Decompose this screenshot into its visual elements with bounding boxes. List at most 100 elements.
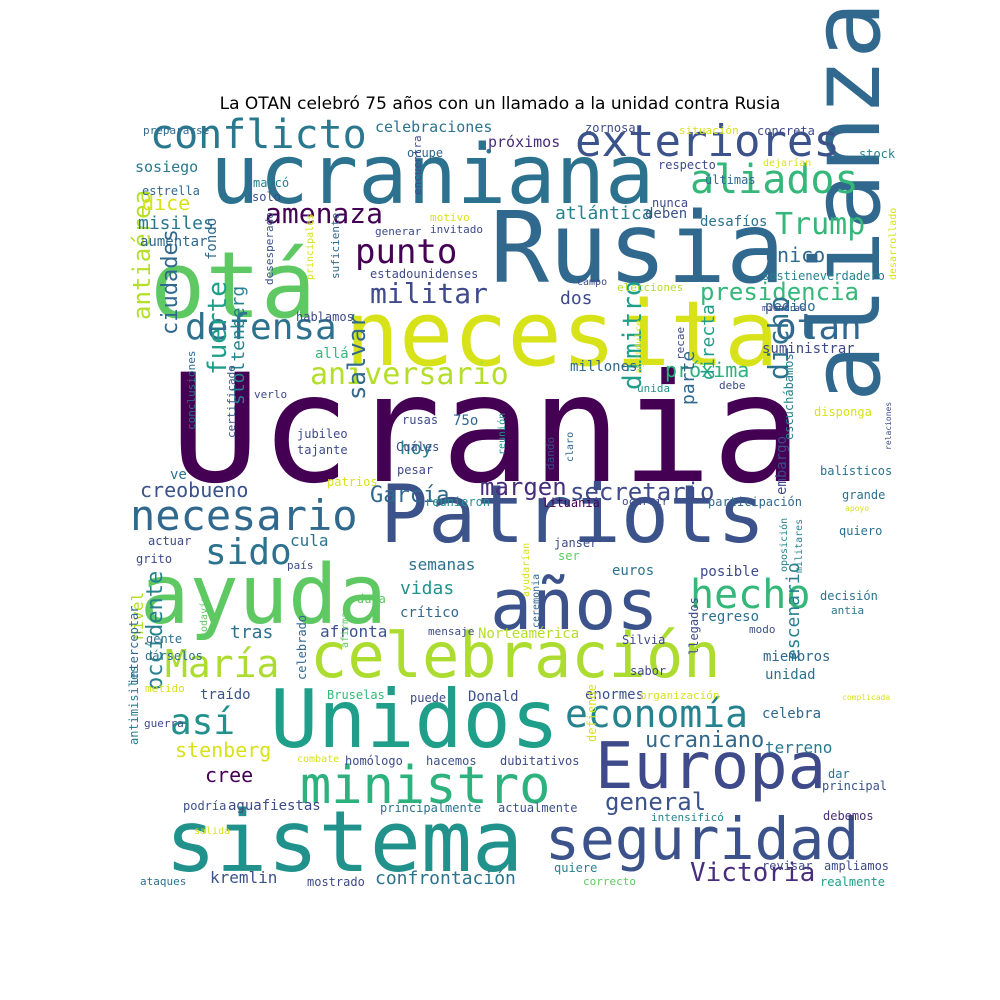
word-sido: sido bbox=[205, 532, 292, 573]
word-situación: situación bbox=[679, 124, 739, 137]
word-ser: ser bbox=[558, 549, 580, 563]
word-ampliamos: ampliamos bbox=[824, 859, 890, 873]
word-rusia: Rusia bbox=[490, 192, 786, 306]
word-unidad: unidad bbox=[765, 667, 816, 683]
word-lituania: lituania bbox=[542, 496, 600, 510]
word-hablamos: hablamos bbox=[296, 310, 354, 324]
word-margen: margen bbox=[480, 473, 567, 501]
word-gente: gente bbox=[146, 632, 183, 646]
word-solo: solo bbox=[252, 190, 281, 204]
word-duda: duda bbox=[357, 592, 386, 606]
word-defensa: defensa bbox=[185, 307, 337, 348]
word-actualmente: actualmente bbox=[498, 801, 578, 815]
word-actuar: actuar bbox=[148, 534, 192, 548]
word-ocurrir: ocurrir bbox=[622, 495, 669, 508]
word-kremlin: kremlin bbox=[210, 868, 278, 887]
word-mensaje: mensaje bbox=[428, 625, 475, 638]
word-respecto: respecto bbox=[658, 158, 716, 172]
word-ministro: ministro bbox=[300, 756, 551, 816]
word-celebraciones: celebraciones bbox=[375, 118, 493, 136]
word-encuentra: encuentra bbox=[411, 135, 424, 195]
word-terreno: terreno bbox=[765, 738, 833, 757]
word-agridulce: agridulce bbox=[634, 319, 645, 374]
word-afirma: afirma bbox=[340, 611, 351, 648]
word-general: general bbox=[605, 788, 707, 816]
word-participación: participación bbox=[708, 495, 802, 509]
word-verlo: verlo bbox=[254, 388, 288, 401]
word-prepararse: prepararse bbox=[143, 124, 210, 137]
word-patrios: patrios bbox=[327, 475, 378, 489]
word-sostieneverdadero: sostieneverdadero bbox=[762, 269, 885, 283]
word-desarrollado: desarrollado bbox=[888, 207, 899, 280]
word-dejarían: dejarían bbox=[763, 158, 812, 169]
word-unida: unida bbox=[637, 382, 671, 395]
word-punto: punto bbox=[355, 232, 458, 272]
word-debemos: debemos bbox=[823, 809, 874, 823]
word-recae: recae bbox=[674, 326, 687, 360]
chart-title: La OTAN celebró 75 años con un llamado a… bbox=[219, 94, 781, 114]
word-mientras: mientras bbox=[762, 304, 806, 314]
word-podría: podría bbox=[183, 799, 227, 813]
word-pesar: pesar bbox=[397, 463, 434, 477]
word-rusas: rusas bbox=[402, 413, 439, 427]
word-conclusiones: conclusiones bbox=[185, 350, 198, 430]
word-maría: María bbox=[165, 642, 280, 686]
word-unidos: Unidos bbox=[270, 673, 559, 766]
word-misiles: misiles bbox=[138, 213, 214, 234]
word-traído: traído bbox=[200, 687, 251, 703]
word-ayuda: ayuda bbox=[140, 548, 387, 643]
word-escenario: escenario bbox=[783, 562, 804, 660]
word-revisar: revisar bbox=[762, 859, 813, 873]
word-miembros: miembros bbox=[763, 649, 831, 665]
word-pedido: pedido bbox=[765, 299, 816, 315]
word-últimas: últimas bbox=[705, 173, 756, 187]
word-celebra: celebra bbox=[762, 706, 822, 722]
word-dando: dando bbox=[544, 436, 557, 470]
word-dar: dar bbox=[828, 767, 850, 781]
word-vidas: vidas bbox=[400, 578, 455, 599]
word-homólogo: homólogo bbox=[345, 754, 403, 768]
word-suministrar: suministrar bbox=[762, 341, 855, 357]
word-principal: principal bbox=[822, 779, 888, 793]
word-tajante: tajante bbox=[297, 443, 348, 457]
word-quiere: quiere bbox=[554, 861, 598, 875]
word-cuáles: Cuáles bbox=[396, 440, 440, 454]
word-creobueno: creobueno bbox=[140, 478, 249, 502]
word-necesario: necesario bbox=[130, 491, 358, 540]
word-bruselas: Bruselas bbox=[327, 688, 385, 702]
word-disponga: disponga bbox=[814, 405, 872, 419]
word-zornosa: zornosa bbox=[585, 121, 636, 135]
word-hacemos: hacemos bbox=[426, 754, 477, 768]
word-ve: ve bbox=[170, 467, 187, 483]
word-aniversario: aniversario bbox=[310, 357, 509, 392]
word-jubileo: jubileo bbox=[297, 427, 348, 441]
word-confrontación: confrontación bbox=[375, 868, 516, 889]
word-próximos: próximos bbox=[488, 133, 561, 151]
word-sistema: sistema bbox=[165, 793, 524, 892]
word-antia: antia bbox=[831, 604, 865, 617]
word-combate: combate bbox=[297, 754, 340, 765]
word-otá: otá bbox=[150, 232, 317, 339]
word-próxima: próxima bbox=[665, 358, 750, 382]
word-ucraniano: ucraniano bbox=[645, 728, 765, 753]
word-amenaza: amenaza bbox=[265, 197, 384, 230]
word-mostrado: mostrado bbox=[307, 875, 365, 889]
word-ucrania: Ucrania bbox=[170, 343, 803, 517]
word-estadounidenses: estadounidenses bbox=[370, 267, 479, 281]
word-claro: claro bbox=[565, 431, 576, 462]
word-oposición: oposición bbox=[779, 517, 790, 572]
word-balísticos: balísticos bbox=[820, 464, 893, 478]
word-ayudarían: ayudarían bbox=[521, 542, 532, 597]
word-75o: 75o bbox=[453, 413, 479, 429]
word-país: país bbox=[287, 559, 314, 572]
word-directa: directa bbox=[698, 304, 719, 380]
word-aguafiestas: aguafiestas bbox=[228, 798, 321, 814]
word-único: único bbox=[765, 243, 826, 267]
word-regreso: regreso bbox=[700, 609, 760, 625]
word-así: así bbox=[170, 702, 236, 743]
word-dot: • bbox=[484, 142, 494, 161]
word-norteamérica: Norteamérica bbox=[478, 626, 580, 642]
word-atlántica: atlántica bbox=[555, 203, 653, 224]
word-ucraniana: ucraniana bbox=[210, 128, 655, 223]
